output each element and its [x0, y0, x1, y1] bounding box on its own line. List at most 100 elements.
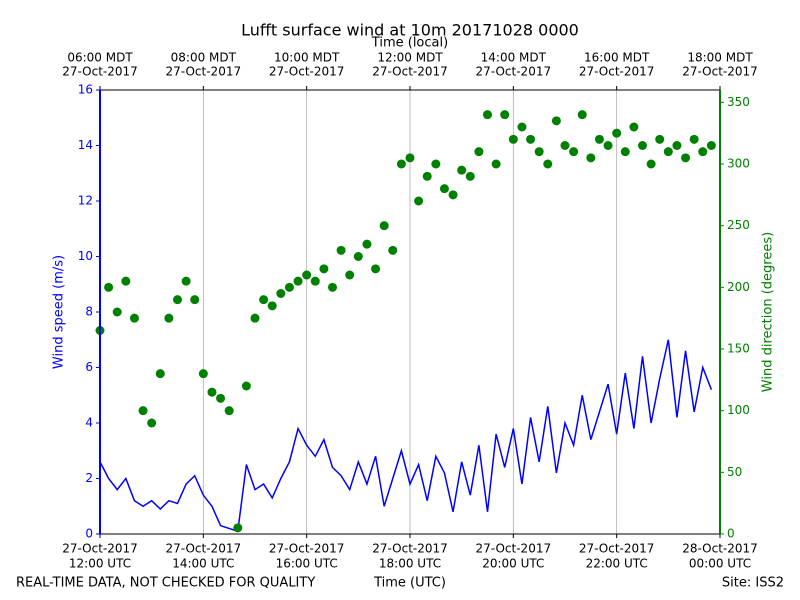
wind-direction-point	[362, 239, 372, 249]
x2-tick-label: 27-Oct-2017	[579, 65, 655, 79]
y-tick-label: 6	[85, 360, 93, 374]
wind-direction-point	[439, 184, 449, 194]
wind-direction-point	[129, 313, 139, 323]
x2-tick-label: 27-Oct-2017	[62, 65, 138, 79]
y2-tick-label: 50	[727, 465, 742, 479]
wind-direction-point	[422, 171, 432, 181]
wind-direction-point	[663, 147, 673, 157]
x-tick-label: 14:00 UTC	[172, 557, 234, 571]
y-tick-label: 12	[78, 194, 93, 208]
x-tick-label: 16:00 UTC	[276, 557, 338, 571]
wind-direction-point	[577, 110, 587, 120]
x-tick-label: 27-Oct-2017	[269, 542, 345, 556]
wind-direction-point	[173, 295, 182, 305]
y2-tick-label: 300	[727, 157, 750, 171]
wind-direction-point	[293, 276, 303, 286]
y-tick-label: 4	[85, 416, 93, 430]
wind-direction-point	[457, 165, 467, 175]
y2-tick-label: 150	[727, 342, 750, 356]
wind-direction-point	[560, 141, 570, 150]
y-tick-label: 10	[78, 249, 93, 263]
x-tick-label: 12:00 UTC	[69, 557, 131, 571]
wind-direction-point	[646, 159, 656, 169]
x2-tick-label: 10:00 MDT	[274, 51, 340, 65]
wind-direction-point	[104, 282, 114, 292]
y2-tick-label: 250	[727, 218, 750, 232]
footer-left: REAL-TIME DATA, NOT CHECKED FOR QUALITY	[16, 576, 315, 591]
x-tick-label: 28-Oct-2017	[682, 542, 758, 556]
y-tick-label: 8	[85, 305, 93, 319]
x2-axis-title: Time (local)	[371, 36, 448, 51]
wind-direction-point	[233, 523, 243, 533]
wind-direction-point	[181, 276, 191, 286]
wind-direction-point	[345, 270, 355, 280]
wind-direction-point	[620, 147, 630, 157]
wind-direction-point	[405, 153, 415, 163]
wind-direction-point	[500, 110, 510, 120]
x-tick-label: 22:00 UTC	[586, 557, 648, 571]
wind-direction-point	[388, 245, 398, 255]
wind-direction-point	[586, 153, 596, 163]
wind-direction-point	[250, 313, 260, 323]
x-tick-label: 00:00 UTC	[689, 557, 751, 571]
wind-direction-point	[672, 141, 682, 150]
wind-direction-point	[414, 196, 424, 206]
wind-direction-point	[224, 406, 234, 416]
y-tick-label: 2	[85, 471, 93, 485]
wind-direction-point	[569, 147, 579, 157]
wind-direction-point	[241, 381, 251, 391]
wind-direction-point	[207, 387, 217, 397]
wind-direction-point	[284, 282, 294, 292]
wind-direction-point	[138, 406, 148, 416]
wind-direction-point	[534, 147, 544, 157]
y-axis-title: Wind speed (m/s)	[52, 255, 67, 369]
y2-tick-label: 350	[727, 95, 750, 109]
wind-direction-point	[638, 141, 647, 150]
x-tick-label: 18:00 UTC	[379, 557, 441, 571]
wind-direction-point	[491, 159, 501, 169]
chart-title: Lufft surface wind at 10m 20171028 0000	[241, 21, 579, 40]
wind-speed-line	[99, 339, 713, 533]
x2-tick-label: 16:00 MDT	[584, 51, 650, 65]
wind-direction-point	[543, 159, 553, 169]
x2-tick-label: 27-Oct-2017	[372, 65, 448, 79]
wind-direction-point	[198, 369, 208, 379]
wind-direction-point	[603, 141, 613, 150]
x-tick-label: 27-Oct-2017	[166, 542, 242, 556]
wind-direction-point	[147, 418, 157, 428]
wind-direction-point	[698, 147, 708, 157]
wind-direction-point	[465, 171, 475, 181]
x-tick-label: 20:00 UTC	[482, 557, 544, 571]
x2-tick-label: 12:00 MDT	[377, 51, 443, 65]
wind-direction-point	[551, 116, 561, 126]
x2-tick-label: 06:00 MDT	[67, 51, 133, 65]
wind-direction-point	[353, 252, 363, 261]
wind-direction-point	[164, 313, 174, 323]
wind-direction-point	[508, 134, 518, 144]
wind-direction-point	[706, 141, 716, 150]
x2-tick-label: 27-Oct-2017	[682, 65, 758, 79]
wind-direction-point	[448, 190, 458, 200]
wind-direction-point	[302, 270, 312, 280]
wind-direction-point	[396, 159, 406, 169]
x2-tick-label: 27-Oct-2017	[166, 65, 242, 79]
wind-direction-point	[474, 147, 484, 157]
wind-direction-point	[612, 128, 622, 138]
x2-tick-label: 14:00 MDT	[481, 51, 547, 65]
wind-direction-point	[155, 369, 165, 379]
wind-direction-point	[276, 289, 286, 298]
wind-direction-point	[121, 276, 131, 286]
wind-direction-point	[216, 393, 226, 403]
y2-tick-label: 0	[727, 527, 735, 541]
x-axis-title: Time (UTC)	[373, 576, 446, 591]
wind-direction-point	[267, 301, 277, 311]
y-tick-label: 0	[85, 527, 93, 541]
y2-axis-title: Wind direction (degrees)	[761, 232, 776, 392]
x-tick-label: 27-Oct-2017	[579, 542, 655, 556]
x2-tick-label: 18:00 MDT	[687, 51, 753, 65]
wind-direction-point	[517, 122, 527, 132]
wind-direction-point	[310, 276, 320, 286]
wind-direction-point	[371, 264, 381, 274]
x2-tick-label: 27-Oct-2017	[269, 65, 345, 79]
